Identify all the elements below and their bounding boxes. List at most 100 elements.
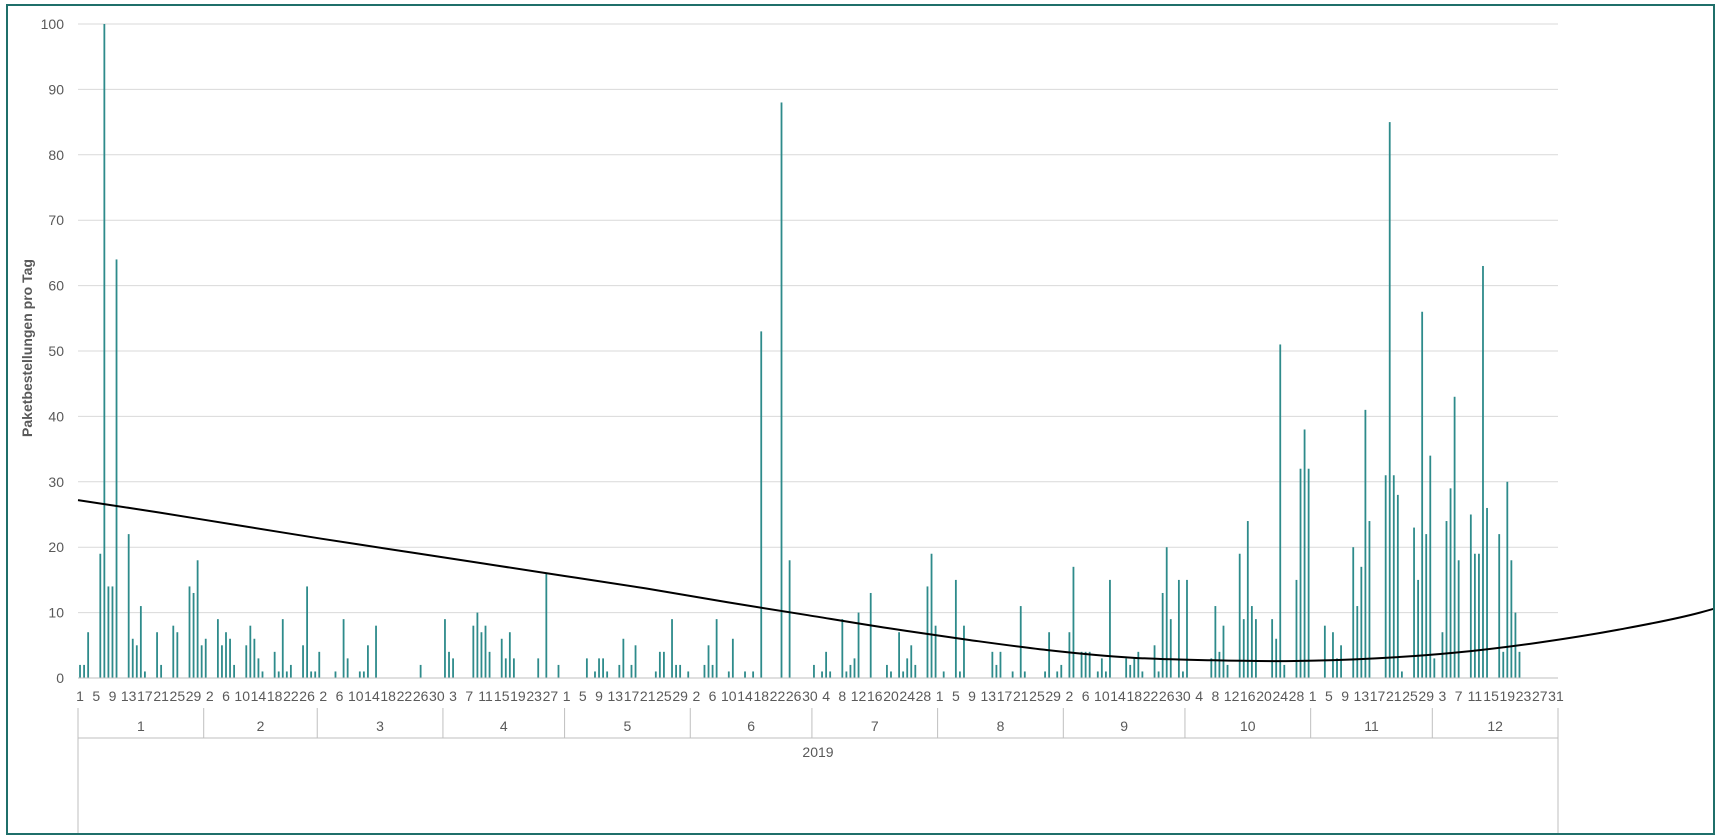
x-tick-label: 5 bbox=[92, 688, 100, 704]
bar bbox=[1392, 475, 1395, 678]
bar bbox=[1469, 514, 1472, 678]
trend-curve bbox=[77, 499, 1721, 663]
bar bbox=[1182, 671, 1184, 678]
bar bbox=[991, 651, 994, 678]
bar bbox=[845, 671, 848, 678]
x-tick-label: 26 bbox=[1159, 688, 1175, 704]
bar bbox=[999, 651, 1002, 678]
bar bbox=[1125, 658, 1128, 678]
bar bbox=[744, 671, 746, 678]
x-tick-label: 23 bbox=[1516, 688, 1532, 704]
x-tick-label: 4 bbox=[1195, 688, 1203, 704]
bar bbox=[1279, 344, 1282, 678]
y-tick-label: 0 bbox=[56, 670, 64, 686]
bar bbox=[225, 632, 227, 678]
bar bbox=[1271, 619, 1274, 678]
bar bbox=[176, 632, 179, 678]
bar bbox=[115, 259, 118, 678]
bar bbox=[1356, 606, 1359, 678]
bar bbox=[1332, 632, 1334, 678]
bar bbox=[663, 651, 665, 678]
x-tick-label: 5 bbox=[1325, 688, 1333, 704]
bar bbox=[634, 645, 637, 678]
bar bbox=[346, 658, 349, 678]
x-tick-label: 20 bbox=[1256, 688, 1272, 704]
bar bbox=[715, 619, 718, 678]
x-tick-label: 14 bbox=[251, 688, 267, 704]
bar bbox=[557, 664, 560, 678]
x-tick-label: 9 bbox=[109, 688, 117, 704]
bar bbox=[1104, 671, 1107, 678]
bar bbox=[1096, 671, 1099, 678]
bar bbox=[1295, 579, 1298, 678]
x-tick-label: 1 bbox=[1309, 688, 1317, 704]
x-tick-label: 13 bbox=[121, 688, 137, 704]
x-tick-label: 12 bbox=[1224, 688, 1240, 704]
bar bbox=[289, 664, 292, 678]
bar bbox=[1482, 265, 1484, 678]
bar bbox=[1084, 651, 1087, 678]
bar bbox=[144, 671, 146, 678]
bar bbox=[1044, 671, 1046, 678]
bar bbox=[934, 625, 937, 678]
bar bbox=[1238, 553, 1241, 678]
bar bbox=[813, 664, 815, 678]
x-tick-label: 5 bbox=[579, 688, 587, 704]
bar bbox=[488, 651, 491, 678]
bar bbox=[1177, 579, 1180, 678]
x-tick-label: 19 bbox=[1500, 688, 1516, 704]
bar bbox=[760, 331, 763, 678]
x-tick-label: 29 bbox=[672, 688, 688, 704]
bar bbox=[1137, 651, 1140, 678]
y-axis-title: Paketbestellungen pro Tag bbox=[19, 259, 35, 437]
bar bbox=[1388, 122, 1391, 679]
x-tick-label: 17 bbox=[624, 688, 640, 704]
x-tick-label: 27 bbox=[1532, 688, 1548, 704]
x-tick-label: 5 bbox=[952, 688, 960, 704]
bar bbox=[1222, 625, 1225, 678]
bar bbox=[334, 671, 337, 678]
bar bbox=[1307, 468, 1310, 678]
x-tick-label: 2 bbox=[319, 688, 327, 704]
bar bbox=[476, 612, 479, 678]
bar bbox=[602, 658, 604, 678]
bar bbox=[1384, 475, 1387, 678]
bar bbox=[285, 671, 288, 678]
bar bbox=[902, 671, 905, 678]
bar bbox=[825, 651, 828, 678]
x-tick-label: 1 bbox=[563, 688, 571, 704]
x-tick-label: 30 bbox=[429, 688, 445, 704]
bar bbox=[302, 645, 304, 678]
bar bbox=[156, 632, 158, 678]
x-tick-label: 25 bbox=[1402, 688, 1418, 704]
bar bbox=[1449, 488, 1452, 678]
x-tick-label: 10 bbox=[721, 688, 737, 704]
x-tick-label: 26 bbox=[413, 688, 429, 704]
bar bbox=[906, 658, 909, 678]
bar bbox=[83, 664, 85, 678]
x-tick-label: 10 bbox=[348, 688, 364, 704]
bar bbox=[1457, 560, 1460, 678]
y-axis: 0 10 20 30 40 50 60 70 80 90 100 bbox=[41, 16, 65, 686]
x-tick-label: 14 bbox=[364, 688, 380, 704]
bar bbox=[1056, 671, 1059, 678]
month-label: 5 bbox=[624, 718, 632, 734]
bar bbox=[1360, 566, 1363, 678]
bars bbox=[79, 24, 1521, 679]
x-tick-label: 21 bbox=[1386, 688, 1402, 704]
bar bbox=[731, 638, 734, 678]
x-tick-label: 23 bbox=[526, 688, 542, 704]
bar bbox=[139, 606, 142, 678]
bar bbox=[216, 619, 219, 678]
x-tick-label: 6 bbox=[1082, 688, 1090, 704]
bar bbox=[1352, 547, 1355, 678]
bar bbox=[1400, 671, 1403, 678]
month-label: 2 bbox=[257, 718, 265, 734]
y-tick-label: 10 bbox=[48, 605, 64, 621]
bar bbox=[281, 619, 284, 678]
bar bbox=[1275, 638, 1278, 678]
x-tick-label: 7 bbox=[465, 688, 473, 704]
bar bbox=[1255, 619, 1257, 678]
x-tick-label: 17 bbox=[997, 688, 1013, 704]
